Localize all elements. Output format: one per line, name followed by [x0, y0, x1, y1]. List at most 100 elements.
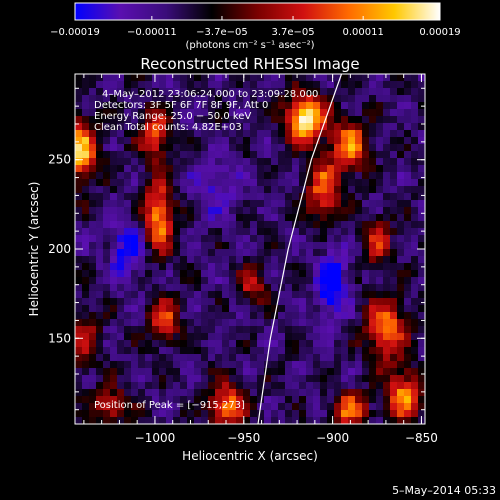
heatmap-cell: [369, 277, 376, 284]
heatmap-cell: [131, 151, 138, 158]
heatmap-cell: [173, 102, 180, 109]
heatmap-cell: [89, 417, 96, 424]
heatmap-cell: [390, 123, 397, 130]
heatmap-cell: [138, 88, 145, 95]
heatmap-cell: [243, 214, 250, 221]
heatmap-cell: [159, 214, 166, 221]
heatmap-cell: [313, 340, 320, 347]
heatmap-cell: [208, 214, 215, 221]
heatmap-cell: [278, 200, 285, 207]
heatmap-cell: [299, 88, 306, 95]
heatmap-cell: [369, 298, 376, 305]
heatmap-cell: [124, 298, 131, 305]
heatmap-cell: [306, 242, 313, 249]
heatmap-cell: [236, 354, 243, 361]
heatmap-cell: [341, 200, 348, 207]
heatmap-cell: [299, 396, 306, 403]
heatmap-cell: [327, 144, 334, 151]
heatmap-cell: [313, 270, 320, 277]
heatmap-cell: [187, 123, 194, 130]
heatmap-cell: [313, 256, 320, 263]
heatmap-cell: [194, 263, 201, 270]
heatmap-cell: [306, 375, 313, 382]
heatmap-cell: [138, 368, 145, 375]
heatmap-cell: [159, 410, 166, 417]
heatmap-cell: [138, 151, 145, 158]
heatmap-cell: [75, 200, 82, 207]
colorbar: −0.00019 −0.00011 −3.7e−05 3.7e−05 0.00011 0.…: [50, 2, 461, 51]
heatmap-cell: [201, 319, 208, 326]
heatmap-cell: [194, 361, 201, 368]
heatmap-cell: [124, 200, 131, 207]
heatmap-cell: [187, 361, 194, 368]
heatmap-cell: [180, 95, 187, 102]
heatmap-cell: [411, 270, 418, 277]
heatmap-cell: [348, 263, 355, 270]
heatmap-cell: [313, 109, 320, 116]
heatmap-cell: [201, 361, 208, 368]
heatmap-cell: [145, 81, 152, 88]
heatmap-cell: [96, 193, 103, 200]
heatmap-cell: [208, 165, 215, 172]
heatmap-cell: [369, 109, 376, 116]
heatmap-cell: [278, 88, 285, 95]
heatmap-cell: [376, 130, 383, 137]
heatmap-cell: [257, 228, 264, 235]
heatmap-cell: [117, 123, 124, 130]
heatmap-cell: [152, 214, 159, 221]
heatmap-cell: [159, 319, 166, 326]
heatmap-cell: [271, 389, 278, 396]
heatmap-cell: [390, 193, 397, 200]
heatmap-cell: [348, 207, 355, 214]
heatmap-cell: [180, 368, 187, 375]
heatmap-cell: [124, 382, 131, 389]
heatmap-cell: [264, 256, 271, 263]
heatmap-cell: [418, 179, 425, 186]
heatmap-cell: [96, 368, 103, 375]
heatmap-cell: [348, 305, 355, 312]
heatmap-cell: [187, 389, 194, 396]
heatmap-cell: [180, 165, 187, 172]
heatmap-cell: [243, 207, 250, 214]
heatmap-cell: [236, 242, 243, 249]
heatmap-cell: [124, 144, 131, 151]
heatmap-cell: [103, 95, 110, 102]
heatmap-cell: [292, 207, 299, 214]
heatmap-cell: [236, 179, 243, 186]
heatmap-cell: [271, 242, 278, 249]
heatmap-cell: [313, 200, 320, 207]
heatmap-cell: [187, 228, 194, 235]
heatmap-cell: [271, 130, 278, 137]
heatmap-cell: [271, 235, 278, 242]
heatmap-cell: [187, 249, 194, 256]
heatmap-cell: [278, 144, 285, 151]
heatmap-cell: [180, 130, 187, 137]
heatmap-cell: [180, 235, 187, 242]
heatmap-cell: [418, 130, 425, 137]
heatmap-cell: [75, 333, 82, 340]
heatmap-cell: [187, 137, 194, 144]
heatmap-cell: [243, 186, 250, 193]
heatmap-cell: [383, 284, 390, 291]
heatmap-cell: [117, 102, 124, 109]
heatmap-cell: [355, 368, 362, 375]
heatmap-cell: [117, 235, 124, 242]
heatmap-cell: [82, 144, 89, 151]
heatmap-cell: [82, 270, 89, 277]
heatmap-cell: [103, 403, 110, 410]
heatmap-cell: [306, 410, 313, 417]
heatmap-cell: [397, 389, 404, 396]
x-tick-label: −1000: [135, 431, 176, 445]
heatmap-cell: [292, 389, 299, 396]
heatmap-cell: [292, 193, 299, 200]
heatmap-cell: [355, 193, 362, 200]
heatmap-cell: [285, 312, 292, 319]
heatmap-cell: [369, 186, 376, 193]
heatmap-cell: [124, 312, 131, 319]
heatmap-cell: [194, 74, 201, 81]
heatmap-cell: [194, 333, 201, 340]
heatmap-cell: [103, 109, 110, 116]
heatmap-cell: [264, 270, 271, 277]
heatmap-cell: [404, 137, 411, 144]
heatmap-cell: [411, 375, 418, 382]
